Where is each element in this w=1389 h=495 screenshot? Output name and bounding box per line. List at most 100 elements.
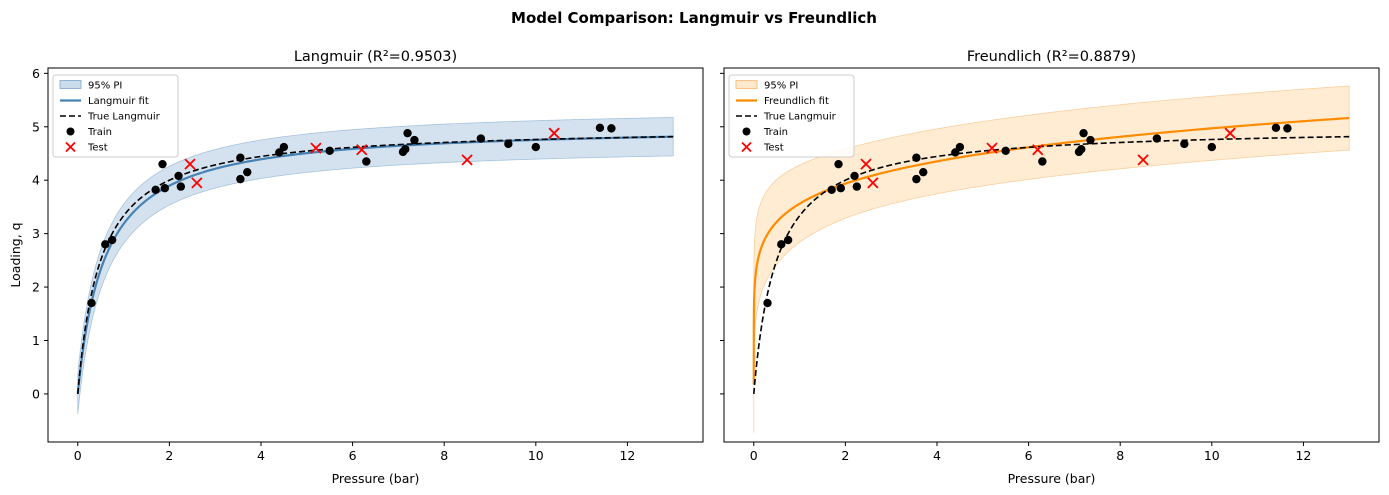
train-point [160, 184, 170, 193]
legend-box [52, 74, 179, 158]
legend-label: 95% PI [88, 81, 122, 92]
test-point [184, 158, 196, 170]
train-point [401, 145, 410, 154]
train-point [87, 298, 96, 308]
y-tick-label: 1 [32, 333, 40, 348]
legend-swatch-train [66, 127, 75, 136]
train-point [403, 128, 412, 138]
x-tick-label: 0 [750, 448, 758, 463]
plot-area [76, 117, 674, 415]
train-point [236, 153, 245, 162]
train-point [912, 174, 921, 184]
train-point [1001, 146, 1010, 156]
train-point [410, 135, 419, 145]
x-tick-label: 2 [841, 448, 849, 463]
legend-label: Train [87, 127, 112, 138]
train-point [174, 171, 183, 181]
x-axis-label: Pressure (bar) [1008, 471, 1096, 486]
legend-swatch-train [742, 127, 751, 136]
x-tick-label: 2 [165, 448, 173, 463]
test-point [461, 154, 473, 166]
fit-line [76, 135, 674, 395]
x-tick-label: 4 [933, 448, 941, 463]
test-point [310, 142, 322, 154]
train-point [607, 124, 616, 133]
train-point [850, 171, 859, 181]
legend-swatch-band [735, 80, 758, 89]
legend-label: Langmuir fit [88, 96, 149, 107]
y-axis-label: Loading, q [8, 222, 23, 287]
legend-label: Test [87, 143, 108, 154]
train-point [158, 159, 167, 169]
test-point [1032, 144, 1044, 156]
prediction-band [77, 117, 674, 415]
train-point [1180, 139, 1189, 149]
panel-title: Freundlich (R²=0.8879) [967, 49, 1136, 65]
train-point [836, 184, 846, 193]
train-point [827, 185, 836, 195]
train-point [1038, 157, 1047, 166]
test-point [860, 158, 872, 170]
train-point [1207, 142, 1217, 152]
train-point [1079, 128, 1088, 138]
x-tick-label: 8 [440, 448, 448, 463]
figure-title: Model Comparison: Langmuir vs Freundlich [511, 9, 877, 27]
test-point [867, 177, 879, 189]
legend-label: Freundlich fit [764, 96, 829, 107]
x-tick-label: 8 [1116, 448, 1124, 463]
test-point [356, 144, 368, 156]
y-tick-label: 5 [32, 119, 40, 134]
x-tick-label: 0 [74, 448, 82, 463]
train-point [362, 157, 371, 166]
train-point [476, 134, 486, 143]
x-tick-label: 10 [528, 448, 544, 463]
train-point [279, 142, 289, 152]
train-point [919, 167, 928, 177]
axes-frame [47, 67, 704, 443]
train-point [325, 146, 334, 156]
train-point [531, 142, 541, 152]
train-point [176, 182, 186, 191]
train-point [852, 182, 862, 191]
x-tick-label: 10 [1204, 448, 1220, 463]
legend-label: 95% PI [764, 81, 798, 92]
test-point [548, 127, 560, 139]
y-tick-label: 6 [32, 66, 40, 81]
test-point [986, 142, 998, 154]
train-point [595, 123, 605, 133]
fit-line [752, 116, 1350, 385]
x-tick-label: 6 [1025, 448, 1033, 463]
train-point [783, 235, 793, 245]
train-point [1271, 123, 1281, 133]
train-point [955, 142, 965, 152]
x-tick-label: 12 [1295, 448, 1311, 463]
y-tick-label: 3 [32, 226, 40, 241]
y-tick-label: 2 [32, 280, 40, 295]
plot-area [752, 85, 1350, 433]
test-point [191, 177, 203, 189]
train-point [243, 167, 252, 177]
legend-label: Test [763, 143, 784, 154]
legend: 95% PI Freundlich fit True Langmuir Train Te… [728, 74, 855, 158]
train-point [1077, 145, 1086, 154]
axes-frame [723, 67, 1380, 443]
test-point [1224, 127, 1236, 139]
train-point [834, 159, 843, 169]
panel-title: Langmuir (R²=0.9503) [294, 49, 457, 65]
x-tick-label: 6 [349, 448, 357, 463]
train-point [107, 235, 117, 245]
train-point [101, 240, 110, 249]
y-tick-label: 4 [32, 173, 40, 188]
legend-swatch-test [65, 141, 76, 153]
legend-box [728, 74, 855, 158]
legend-label: Train [763, 127, 788, 138]
test-point [1137, 154, 1149, 166]
train-point [151, 185, 160, 195]
legend: 95% PI Langmuir fit True Langmuir Train Test [52, 74, 179, 158]
train-point [236, 174, 245, 184]
train-point [763, 298, 772, 308]
train-point [1086, 135, 1095, 145]
x-tick-label: 4 [257, 448, 265, 463]
